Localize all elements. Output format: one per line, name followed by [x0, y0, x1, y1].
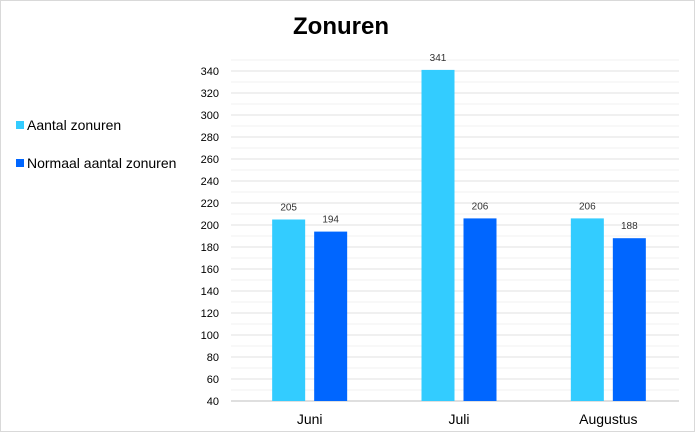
y-tick-label: 160 — [201, 264, 219, 276]
y-tick-label: 180 — [201, 242, 219, 254]
y-tick-label: 280 — [201, 132, 219, 144]
bar — [421, 69, 455, 402]
y-tick-label: 320 — [201, 88, 219, 100]
legend-item-normaal-aantal-zonuren: Normaal aantal zonuren — [16, 153, 176, 173]
data-label: 206 — [579, 201, 596, 212]
legend-item-aantal-zonuren: Aantal zonuren — [16, 115, 176, 135]
data-label: 194 — [322, 215, 339, 226]
y-tick-label: 260 — [201, 154, 219, 166]
y-tick-label: 80 — [207, 352, 219, 364]
legend-swatch-normaal-aantal-zonuren — [16, 159, 24, 167]
data-label: 206 — [472, 201, 489, 212]
bar — [272, 219, 306, 401]
x-category-label: Augustus — [579, 411, 637, 427]
data-label: 188 — [621, 221, 638, 232]
bar — [314, 231, 348, 401]
legend: Aantal zonuren Normaal aantal zonuren — [16, 115, 176, 191]
y-tick-label: 140 — [201, 286, 219, 298]
y-tick-label: 200 — [201, 220, 219, 232]
y-tick-label: 100 — [201, 330, 219, 342]
y-tick-label: 220 — [201, 198, 219, 210]
bar — [570, 218, 604, 401]
chart-title: Zonuren — [293, 13, 389, 40]
data-label: 205 — [280, 203, 297, 214]
y-tick-label: 60 — [207, 374, 219, 386]
data-label: 341 — [430, 53, 447, 64]
bar — [612, 238, 646, 401]
y-tick-label: 340 — [201, 66, 219, 78]
x-category-label: Juni — [297, 411, 323, 427]
y-tick-label: 40 — [207, 396, 219, 408]
legend-swatch-aantal-zonuren — [16, 121, 24, 129]
legend-label: Normaal aantal zonuren — [27, 155, 177, 171]
y-tick-label: 240 — [201, 176, 219, 188]
x-category-label: Juli — [448, 411, 469, 427]
y-tick-label: 120 — [201, 308, 219, 320]
legend-label: Aantal zonuren — [27, 117, 122, 133]
bar — [463, 218, 497, 401]
y-tick-label: 300 — [201, 110, 219, 122]
